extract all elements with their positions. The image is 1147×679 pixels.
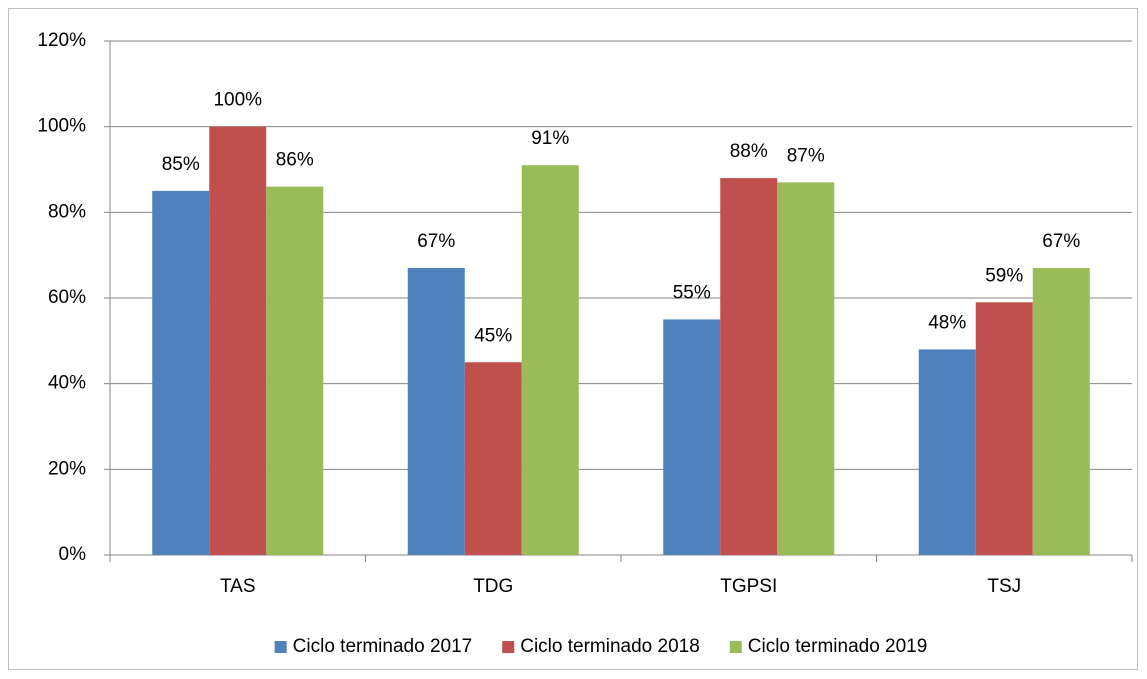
legend-swatch	[274, 641, 287, 653]
y-tick-label: 100%	[37, 116, 86, 137]
bar	[407, 268, 465, 555]
y-tick-label: 120%	[37, 30, 86, 51]
y-tick-label: 60%	[48, 287, 86, 308]
value-label: 88%	[730, 141, 768, 162]
value-label: 48%	[928, 312, 966, 333]
bar	[975, 302, 1033, 555]
value-label: 86%	[276, 150, 314, 171]
x-tick-label: TDG	[473, 576, 513, 597]
bar	[266, 186, 324, 555]
bar	[777, 182, 835, 555]
value-label: 59%	[985, 265, 1023, 286]
bar	[152, 190, 210, 555]
y-tick-label: 0%	[59, 544, 87, 565]
bar	[720, 178, 778, 556]
value-label: 87%	[787, 145, 825, 166]
value-label: 67%	[1042, 231, 1080, 252]
value-label: 55%	[673, 282, 711, 303]
bar	[209, 126, 267, 556]
y-tick-label: 20%	[48, 458, 86, 479]
legend-swatch	[502, 641, 515, 653]
value-label: 45%	[474, 325, 512, 346]
y-tick-label: 40%	[48, 373, 86, 394]
bar	[663, 319, 721, 555]
legend-label: Ciclo terminado 2019	[748, 636, 928, 657]
bar	[1032, 268, 1090, 555]
x-tick-label: TSJ	[987, 576, 1021, 597]
x-tick-label: TAS	[220, 576, 256, 597]
x-tick-label: TGPSI	[720, 576, 777, 597]
bar	[521, 165, 579, 555]
bar	[464, 362, 522, 555]
legend-swatch	[729, 641, 742, 653]
legend-label: Ciclo terminado 2017	[293, 636, 473, 657]
value-label: 67%	[417, 231, 455, 252]
bar	[918, 349, 976, 555]
value-label: 91%	[531, 128, 569, 149]
legend-label: Ciclo terminado 2018	[520, 636, 700, 657]
value-label: 85%	[162, 154, 200, 175]
value-label: 100%	[213, 90, 262, 111]
y-tick-label: 80%	[48, 201, 86, 222]
